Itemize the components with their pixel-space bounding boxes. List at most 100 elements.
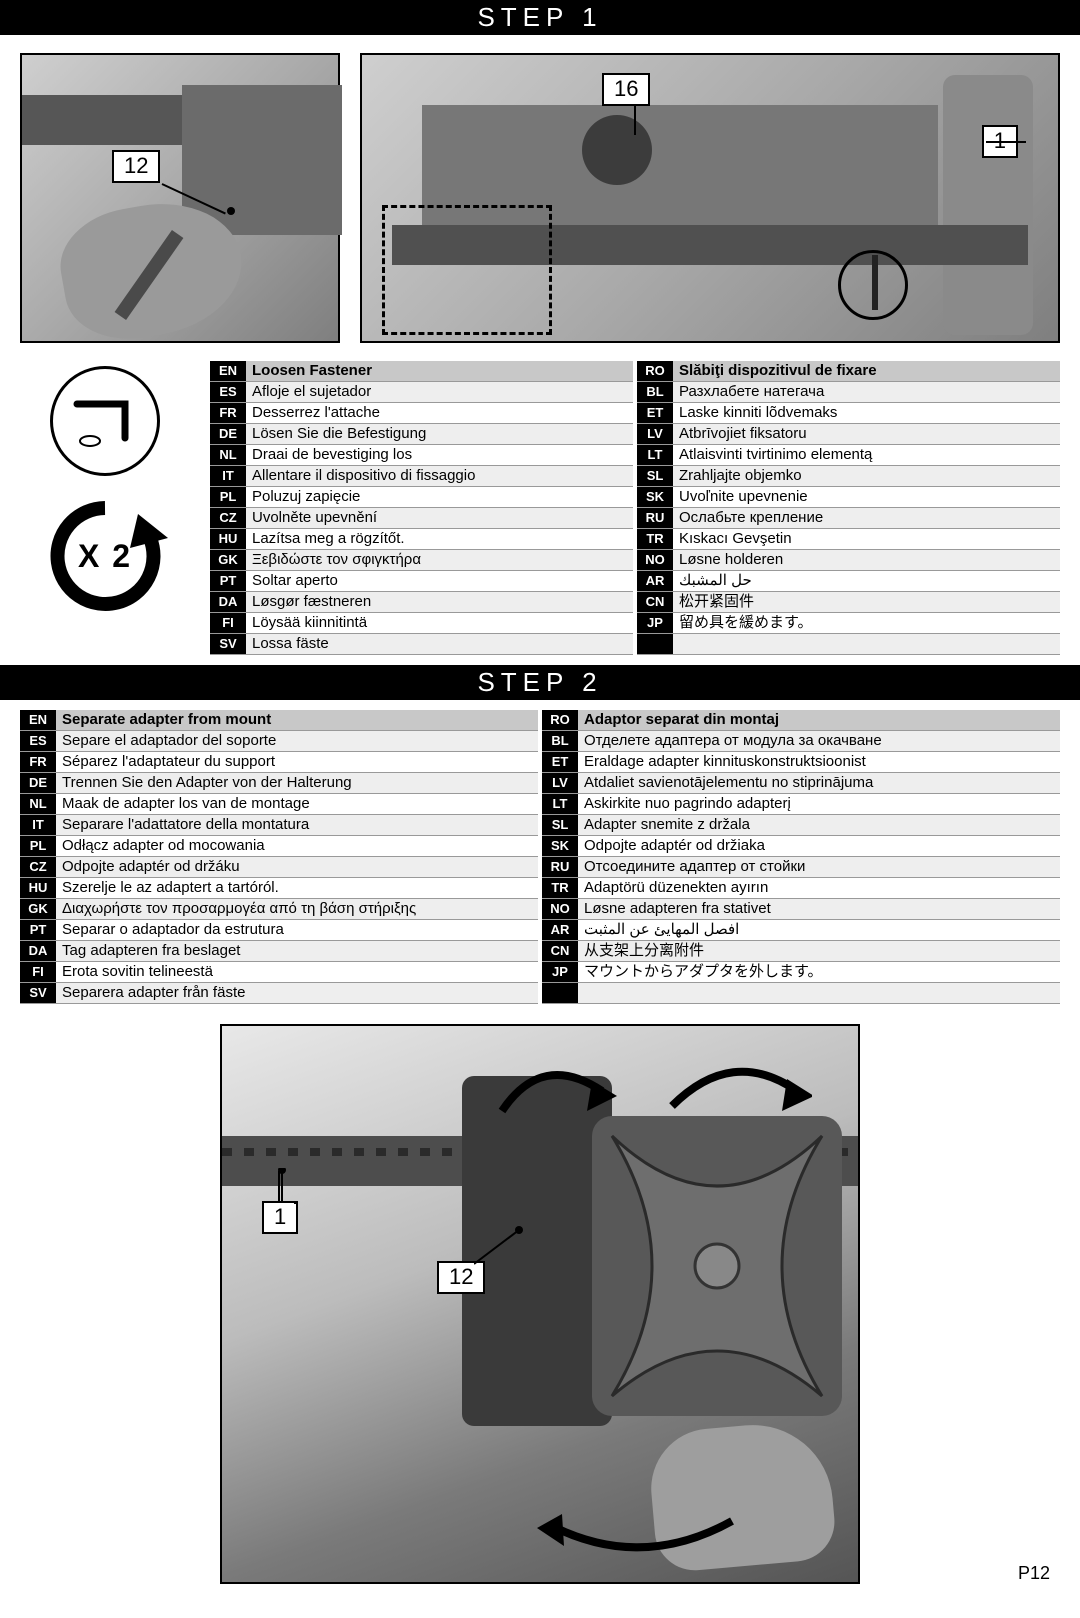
lang-text: Szerelje le az adaptert a tartóról. xyxy=(56,878,538,899)
lang-text xyxy=(673,634,1060,655)
step1-table-right: ROSlăbiţi dispozitivul de fixareBLРазхла… xyxy=(637,361,1060,655)
lang-text: Løsne holderen xyxy=(673,550,1060,571)
lang-code: TR xyxy=(637,529,673,550)
step2-table-right: ROAdaptor separat din montajBLОтделете а… xyxy=(542,710,1060,1004)
lang-text: Uvolněte upevnění xyxy=(246,508,633,529)
lang-code: SV xyxy=(210,634,246,655)
lang-code: DE xyxy=(20,773,56,794)
rotate-icon: X 2 xyxy=(30,496,180,616)
lang-text: Kıskacı Gevşetin xyxy=(673,529,1060,550)
lang-text: Løsgør fæstneren xyxy=(246,592,633,613)
lang-text: Tag adapteren fra beslaget xyxy=(56,941,538,962)
lang-code: PT xyxy=(210,571,246,592)
step1-image-left: 12 xyxy=(20,53,340,343)
lang-code: DA xyxy=(210,592,246,613)
step2-image-wrap: 1 12 P12 xyxy=(20,1014,1060,1584)
lang-code: BL xyxy=(637,382,673,403)
step1-image-right: 16 1 xyxy=(360,53,1060,343)
lang-code: DA xyxy=(20,941,56,962)
lang-code: LT xyxy=(637,445,673,466)
motion-arrow-bottom xyxy=(532,1506,752,1576)
step2-tables: ENSeparate adapter from mountESSepare el… xyxy=(20,700,1060,1014)
lang-text: Løsne adapteren fra stativet xyxy=(578,899,1060,920)
step1-images-row: 12 16 1 xyxy=(20,35,1060,361)
step2-image: 1 12 xyxy=(220,1024,860,1584)
lang-code xyxy=(542,983,578,1004)
lang-code: LT xyxy=(542,794,578,815)
lang-code: FI xyxy=(20,962,56,983)
lang-code: HU xyxy=(210,529,246,550)
step2-table-left: ENSeparate adapter from mountESSepare el… xyxy=(20,710,538,1004)
lang-text: Διαχωρήστε τον προσαρμογέα από τη βάση σ… xyxy=(56,899,538,920)
lang-code: CZ xyxy=(210,508,246,529)
lang-text: Odłącz adapter od mocowania xyxy=(56,836,538,857)
lang-text: Разхлабете натегача xyxy=(673,382,1060,403)
lang-text: Trennen Sie den Adapter von der Halterun… xyxy=(56,773,538,794)
lang-code: NO xyxy=(542,899,578,920)
lang-text: Slăbiţi dispozitivul de fixare xyxy=(673,361,1060,382)
lang-code: FR xyxy=(210,403,246,424)
step1-table-left: ENLoosen FastenerESAfloje el sujetadorFR… xyxy=(210,361,633,655)
lang-text: Desserrez l'attache xyxy=(246,403,633,424)
lang-text: Atbrīvojiet fiksatoru xyxy=(673,424,1060,445)
lang-text: Ξεβιδώστε τον σφιγκτήρα xyxy=(246,550,633,571)
lang-code: JP xyxy=(637,613,673,634)
lang-text: 松开紧固件 xyxy=(673,592,1060,613)
hexkey-icon xyxy=(50,366,160,476)
lang-code: PL xyxy=(20,836,56,857)
lang-text: Maak de adapter los van de montage xyxy=(56,794,538,815)
lang-text: Séparez l'adaptateur du support xyxy=(56,752,538,773)
lang-code: RO xyxy=(637,361,673,382)
step1-tables: ENLoosen FastenerESAfloje el sujetadorFR… xyxy=(210,361,1060,655)
lang-text: Löysää kiinnitintä xyxy=(246,613,633,634)
lang-code: CN xyxy=(542,941,578,962)
lang-text: Soltar aperto xyxy=(246,571,633,592)
lang-text: Laske kinniti lõdvemaks xyxy=(673,403,1060,424)
lang-text: Separar o adaptador da estrutura xyxy=(56,920,538,941)
lang-text: Askirkite nuo pagrindo adapterį xyxy=(578,794,1060,815)
lang-code: ET xyxy=(542,752,578,773)
lang-text: Ослабьте крепление xyxy=(673,508,1060,529)
lang-code: ES xyxy=(20,731,56,752)
lang-code: PL xyxy=(210,487,246,508)
lang-text: Poluzuj zapięcie xyxy=(246,487,633,508)
lang-text: Uvoľnite upevnenie xyxy=(673,487,1060,508)
lang-text: Erota sovitin telineestä xyxy=(56,962,538,983)
lang-text: حل المشبك xyxy=(673,571,1060,592)
lang-code: LV xyxy=(542,773,578,794)
lang-text: Allentare il dispositivo di fissaggio xyxy=(246,466,633,487)
lang-code: HU xyxy=(20,878,56,899)
lang-code: IT xyxy=(210,466,246,487)
lang-text: Lossa fäste xyxy=(246,634,633,655)
lang-code: DE xyxy=(210,424,246,445)
lang-text: Adaptörü düzenekten ayırın xyxy=(578,878,1060,899)
step1-mid-row: X 2 ENLoosen FastenerESAfloje el sujetad… xyxy=(20,361,1060,665)
lang-text: 从支架上分离附件 xyxy=(578,941,1060,962)
dashed-detail-box xyxy=(382,205,552,335)
step2-header: STEP 2 xyxy=(0,665,1080,700)
lang-text: Lazítsa meg a rögzítőt. xyxy=(246,529,633,550)
callout-12-left: 12 xyxy=(112,150,160,183)
lang-code: RU xyxy=(542,857,578,878)
lang-text: Отсоедините адаптер от стойки xyxy=(578,857,1060,878)
lang-code: SV xyxy=(20,983,56,1004)
lang-code: EN xyxy=(20,710,56,731)
lang-code xyxy=(637,634,673,655)
lang-code: AR xyxy=(542,920,578,941)
lang-code: TR xyxy=(542,878,578,899)
lang-text: Отделете адаптера от модула за окачване xyxy=(578,731,1060,752)
lang-text: Adaptor separat din montaj xyxy=(578,710,1060,731)
lang-code: NL xyxy=(210,445,246,466)
lang-code: SK xyxy=(637,487,673,508)
step1-icon-column: X 2 xyxy=(20,361,190,616)
callout-16: 16 xyxy=(602,73,650,106)
lang-code: RU xyxy=(637,508,673,529)
lang-code: SL xyxy=(542,815,578,836)
step1-header: STEP 1 xyxy=(0,0,1080,35)
lang-code: IT xyxy=(20,815,56,836)
lang-text: Loosen Fastener xyxy=(246,361,633,382)
lang-text: افصل المهايئ عن المثبت xyxy=(578,920,1060,941)
lang-code: LV xyxy=(637,424,673,445)
lang-code: JP xyxy=(542,962,578,983)
lang-text: Separate adapter from mount xyxy=(56,710,538,731)
